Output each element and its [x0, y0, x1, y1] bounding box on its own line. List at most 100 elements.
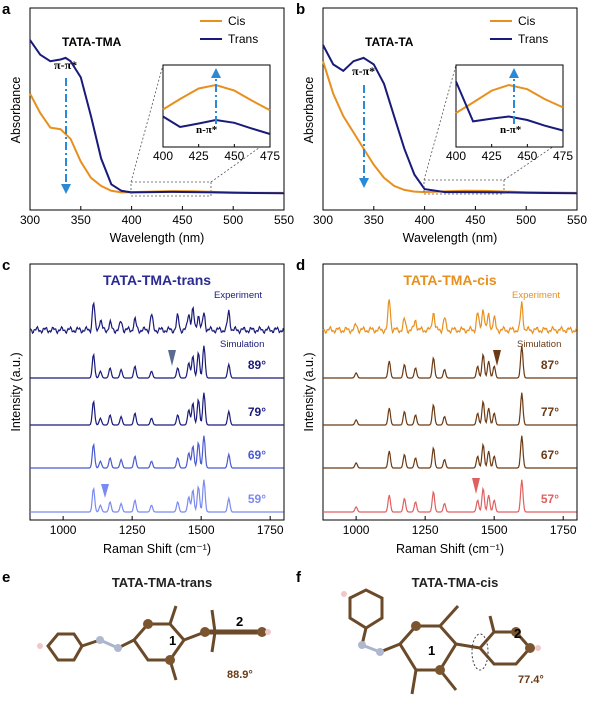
inset-xtick-label-b-2: 450: [517, 149, 537, 163]
arrow-head-b: [359, 178, 369, 188]
spectra-d: [322, 299, 577, 513]
angle-label-d-1: 87°: [541, 358, 559, 372]
panel-e: e TATA-TMA-trans 1 2 88.9°: [2, 569, 271, 681]
inset-line-trans-b: [455, 81, 564, 132]
panel-d: d TATA-TMA-cis Experiment Simulation Int…: [296, 257, 578, 556]
plot-frame-d: [322, 263, 578, 521]
angle-label-f: 77.4°: [518, 674, 544, 686]
xtick-label-a-5: 550: [274, 213, 294, 227]
inset-xtick-label-b-3: 475: [553, 149, 573, 163]
spectrum-d-0: [322, 299, 577, 335]
experiment-label-d: Experiment: [512, 290, 560, 301]
spectrum-c-1: [30, 345, 284, 379]
ylabel-b: Absorbance: [302, 77, 316, 144]
hydrogen-atom-f-1: [341, 591, 347, 597]
panel-label-d: d: [296, 257, 305, 274]
methyl-f-4: [488, 615, 496, 633]
inset-line-cis-b: [455, 83, 564, 114]
inset-curves-b: [455, 81, 564, 132]
marker-arrow-c-1: [168, 350, 176, 366]
angle-label-c-2: 79°: [248, 405, 266, 419]
inset-arrow-head-b: [509, 68, 519, 78]
inset-xticks-b: 400 425 450 475: [446, 144, 573, 163]
series-line-trans-b: [322, 44, 578, 195]
xticks-c: 1000 1250 1500 1750: [50, 516, 284, 537]
angle-label-d-4: 57°: [541, 492, 559, 506]
methyl-e-4: [210, 631, 217, 653]
ring-left-f: [348, 588, 384, 630]
ylabel-a: Absorbance: [9, 77, 23, 144]
xtick-label-a-3: 450: [172, 213, 192, 227]
inset-xtick-label-a-3: 475: [260, 149, 280, 163]
xlabel-a: Wavelength (nm): [110, 231, 205, 245]
ring-label-1-f: 1: [428, 643, 435, 658]
arrow-head-a: [61, 184, 71, 194]
xlabel-d: Raman Shift (cm⁻¹): [396, 542, 504, 556]
rotation-ellipse-f: [471, 633, 489, 671]
inset-frame-b: [455, 64, 564, 148]
xtick-label-b-1: 350: [364, 213, 384, 227]
panel-b: b TATA-TA Absorbance Wavelength (nm) 300…: [296, 1, 587, 245]
xlabel-b: Wavelength (nm): [403, 231, 498, 245]
spectrum-d-3: [323, 435, 577, 469]
carbon-atom-f-1: [411, 621, 421, 631]
xticks-a: 300 350 400 450 500 550: [20, 206, 294, 227]
xtick-label-b-2: 400: [415, 213, 435, 227]
methyl-f-3: [410, 669, 418, 695]
legend-label-cis-b: Cis: [518, 14, 535, 28]
curves-a: [29, 39, 285, 195]
legend-label-trans-b: Trans: [518, 32, 548, 46]
title-e: TATA-TMA-trans: [112, 575, 212, 590]
legend-b: Cis Trans: [490, 14, 548, 46]
panel-c: c TATA-TMA-trans Experiment Simulation I…: [2, 257, 285, 556]
panel-label-f: f: [296, 569, 302, 586]
panel-label-e: e: [2, 569, 10, 586]
angle-label-d-2: 77°: [541, 405, 559, 419]
xticks-d: 1000 1250 1500 1750: [343, 516, 577, 537]
carbon-atom-e-3: [200, 627, 210, 637]
title-c: TATA-TMA-trans: [103, 272, 211, 288]
experiment-label-c: Experiment: [214, 290, 262, 301]
inset-arrow-head-a: [211, 68, 221, 78]
legend-label-cis-a: Cis: [228, 14, 245, 28]
xtick-label-c-3: 1750: [257, 523, 284, 537]
hydrogen-atom-e-1: [37, 643, 43, 649]
ring-label-2-f: 2: [514, 626, 521, 641]
ylabel-d: Intensity (a.u.): [302, 352, 316, 431]
panel-label-c: c: [2, 257, 10, 274]
nitrogen-atom-f-2: [376, 648, 384, 656]
panel-f: f TATA-TMA-cis 1 2 77.4°: [296, 569, 544, 695]
ring-1-e: [132, 622, 186, 662]
plot-frame-a: [29, 7, 285, 211]
bond-f-3: [455, 642, 481, 650]
inset-xtick-label-a-1: 425: [189, 149, 209, 163]
angle-labels-c: 89° 79° 69° 59°: [248, 358, 266, 506]
panel-label-b: b: [296, 1, 305, 18]
spectrum-c-0: [29, 301, 284, 335]
angle-label-d-3: 67°: [541, 448, 559, 462]
xtick-label-b-4: 500: [516, 213, 536, 227]
nitrogen-atom-e-2: [114, 644, 122, 652]
plot-frame-c: [29, 263, 285, 521]
carbon-atom-e-2: [165, 655, 175, 665]
zoom-box-a: [130, 181, 212, 197]
plot-frame-b: [322, 7, 578, 211]
hydrogen-atom-e-2: [265, 629, 271, 635]
inset-xtick-label-a-0: 400: [153, 149, 173, 163]
spectra-c: [29, 301, 284, 513]
angle-label-c-3: 69°: [248, 448, 266, 462]
inset-xticks-a: 400 425 450 475: [153, 144, 280, 163]
xtick-label-b-5: 550: [567, 213, 587, 227]
carbon-atom-f-4: [525, 643, 535, 653]
spectrum-c-2: [30, 392, 284, 426]
atoms-f: [341, 591, 541, 675]
xtick-label-d-0: 1000: [343, 523, 370, 537]
inset-n-label-b: n-π*: [500, 124, 522, 136]
zoom-box-b: [423, 179, 505, 195]
xtick-label-c-0: 1000: [50, 523, 77, 537]
methyl-e-3: [210, 609, 217, 633]
panel-a: a TATA-TMA Absorbance Wavelength (nm) 30…: [2, 1, 294, 245]
spectrum-c-4: [30, 479, 284, 513]
nitrogen-atom-f-1: [358, 641, 366, 649]
xticks-b: 300 350 400 450 500 550: [313, 206, 587, 227]
